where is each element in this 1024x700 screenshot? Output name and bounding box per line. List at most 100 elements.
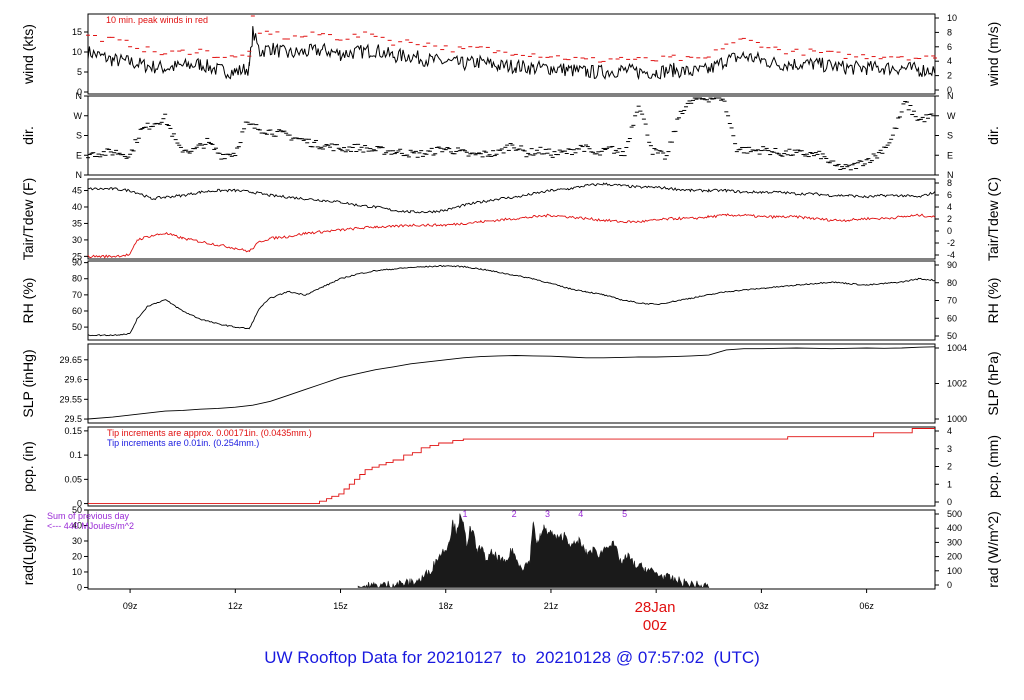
y-tick-label: 45: [72, 186, 82, 196]
x-tick-label: 06z: [859, 601, 874, 611]
panel-wind: wind (kts) wind (m/s) 0 5 10 15 0 2 4 6 8 10 10 min.…: [20, 13, 1001, 97]
date-marker-day: 28Jan: [634, 599, 676, 616]
y-tick-label: 35: [72, 218, 82, 228]
y-tick-label: 25: [72, 251, 82, 261]
y-tick-label: 50: [72, 505, 82, 515]
y-tick-label: 10: [72, 47, 82, 57]
y2-tick-label: 4: [947, 426, 952, 436]
y-tick-label: 29.5: [64, 414, 82, 424]
series-rad-0: [357, 513, 710, 589]
y2-axis-label: Tair/Tdew (C): [985, 177, 1001, 261]
y2-tick-label: 0: [947, 226, 952, 236]
y-tick-label: 0: [77, 499, 82, 509]
panel-annotation: 10 min. peak winds in red: [106, 15, 208, 25]
y2-tick-label: 4: [947, 56, 952, 66]
y2-tick-label: 80: [947, 278, 957, 288]
x-tick-label: 15z: [333, 601, 348, 611]
y-axis-label: pcp. (in): [20, 441, 36, 492]
y2-tick-label: 1004: [947, 343, 967, 353]
sun-marker: 1: [463, 509, 468, 519]
y-tick-label: 0.15: [64, 426, 82, 436]
y-tick-label: 30: [72, 536, 82, 546]
footer-at: @: [615, 648, 634, 667]
y2-tick-label: 70: [947, 296, 957, 306]
series-slp-0: [87, 346, 936, 420]
y2-tick-label: 6: [947, 190, 952, 200]
y-axis-label: SLP (inHg): [20, 349, 36, 417]
y2-axis-label: dir.: [985, 126, 1001, 145]
footer-to: to: [511, 648, 527, 667]
sun-marker: 4: [578, 509, 583, 519]
x-tick-label: 03z: [754, 601, 769, 611]
y2-tick-label: 6: [947, 42, 952, 52]
y-tick-label: 60: [72, 306, 82, 316]
sun-marker: 3: [545, 509, 550, 519]
series-temp-0: [87, 182, 936, 214]
y2-tick-label: 90: [947, 260, 957, 270]
y2-tick-label: -2: [947, 238, 955, 248]
x-tick-label: 21z: [544, 601, 559, 611]
y2-tick-label: 0: [947, 580, 952, 590]
y-tick-label: 80: [72, 274, 82, 284]
y-tick-label: 10: [72, 567, 82, 577]
panel-frame: [87, 95, 936, 176]
y-tick-label: 5: [77, 67, 82, 77]
x-tick-label: 12z: [228, 601, 243, 611]
y2-tick-label: 2: [947, 71, 952, 81]
y-tick-label: 70: [72, 290, 82, 300]
panel-temp: Tair/Tdew (F) Tair/Tdew (C)2530354045-4-2…: [20, 177, 1001, 261]
panel-slp: SLP (inHg) SLP (hPa) 29.5 29.55 29.6 29.65 100…: [20, 343, 1001, 424]
panel-rh: RH (%) RH (%) 50 60 70 80 90 50 60 70 80 90: [20, 258, 1001, 341]
panel-annotation: Sum of previous day: [47, 511, 130, 521]
y2-tick-label: 8: [947, 178, 952, 188]
footer-time: 07:57:02: [637, 648, 705, 667]
y-tick-label: 0.1: [69, 450, 82, 460]
y-axis-label: dir.: [20, 126, 36, 145]
x-tick-label: 18z: [438, 601, 453, 611]
y2-tick-label: 0: [947, 85, 952, 95]
y2-tick-label: E: [947, 150, 953, 160]
y2-tick-label: 400: [947, 523, 962, 533]
y-tick-label: 40: [72, 202, 82, 212]
footer-start-date: 20210127: [426, 648, 503, 667]
y2-tick-label: 4: [947, 202, 952, 212]
y-axis-label: wind (kts): [20, 24, 36, 85]
figure-footer-title: UW Rooftop Data for 20210127 to 20210128…: [0, 648, 1024, 668]
y2-tick-label: 500: [947, 509, 962, 519]
y-tick-label: 0: [77, 87, 82, 97]
y-tick-label: 90: [72, 258, 82, 268]
series-temp-1: [87, 213, 935, 259]
y2-tick-label: 1002: [947, 379, 967, 389]
y2-tick-label: 2: [947, 214, 952, 224]
y2-tick-label: 300: [947, 537, 962, 547]
y-tick-label: 30: [72, 235, 82, 245]
y2-tick-label: 10: [947, 13, 957, 23]
y-axis-label: rad(Lgly/hr): [20, 514, 36, 586]
y2-axis-label: pcp. (mm): [985, 435, 1001, 498]
y2-tick-label: 0: [947, 497, 952, 507]
y-tick-label: N: [76, 170, 83, 180]
y-tick-label: W: [74, 111, 83, 121]
y-tick-label: N: [76, 91, 83, 101]
y2-tick-label: S: [947, 131, 953, 141]
y2-axis-label: RH (%): [985, 278, 1001, 324]
footer-timezone: (UTC): [713, 648, 760, 667]
y2-tick-label: W: [947, 111, 956, 121]
y2-tick-label: 2: [947, 462, 952, 472]
y-tick-label: 29.55: [59, 394, 82, 404]
series-pcp-0: [88, 428, 935, 505]
date-marker: 28Jan 00z: [600, 599, 710, 635]
panel-pcp: pcp. (in) pcp. (mm) 0 0.05 0.1 0.15 0 1 2 3 4 Tip i…: [20, 426, 1001, 509]
y2-axis-label: wind (m/s): [985, 22, 1001, 88]
y-tick-label: 50: [72, 322, 82, 332]
y-tick-label: 15: [72, 27, 82, 37]
y2-tick-label: 50: [947, 331, 957, 341]
panel-rad: rad(Lgly/hr) rad (W/m^2)01020304050010020…: [20, 505, 1001, 592]
y-axis-label: RH (%): [20, 278, 36, 324]
series-wind-0: [87, 26, 936, 81]
y2-tick-label: N: [947, 91, 954, 101]
y2-tick-label: 1000: [947, 414, 967, 424]
y2-axis-label: SLP (hPa): [985, 351, 1001, 415]
